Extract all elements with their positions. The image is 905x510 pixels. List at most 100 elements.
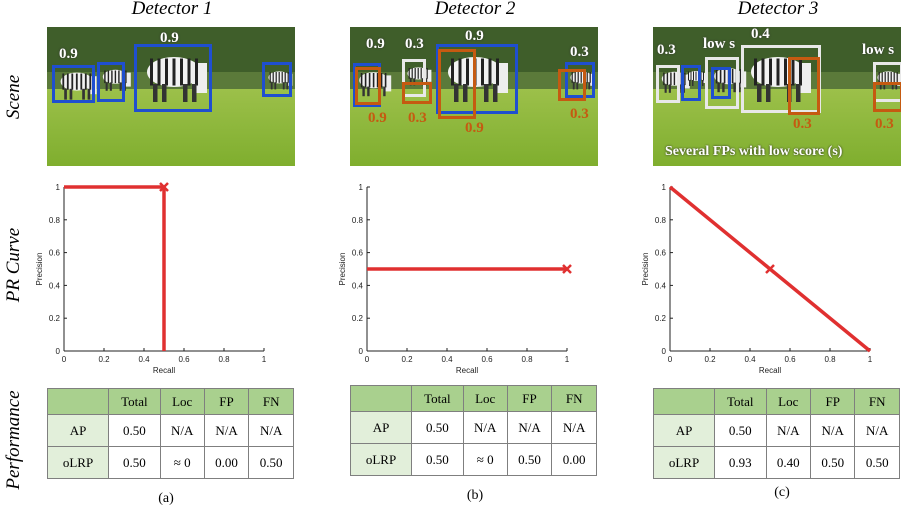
table-row: AP 0.50 N/A N/A N/A: [47, 414, 294, 447]
detection-score-label: low s: [703, 36, 736, 52]
detection-box: [97, 62, 125, 102]
table-row-header: AP: [47, 414, 109, 447]
table-cell: 0.50: [248, 446, 294, 479]
table-cell: N/A: [810, 414, 856, 447]
table-row: AP 0.50 N/A N/A N/A: [350, 411, 597, 444]
false-positive-box: [873, 82, 901, 112]
performance-table-1: Total Loc FP FN AP 0.50 N/A N/A N/A oLRP 0.50 ≈ 0 0.…: [47, 388, 294, 479]
table-cell: 0.50: [810, 446, 856, 479]
false-positive-box: [438, 49, 476, 119]
y-tick-label: 0.8: [655, 216, 667, 225]
x-tick-label: 0: [365, 355, 370, 364]
pr-curve-marker: [765, 264, 775, 274]
table-cell: 0.40: [765, 446, 812, 479]
table-header-row: Total Loc FP FN: [653, 388, 900, 415]
y-tick-label: 0.6: [352, 249, 364, 258]
x-tick-label: 0.6: [178, 355, 190, 364]
caption-c: (c): [774, 485, 790, 500]
detection-score-label: 0.9: [160, 30, 179, 46]
x-tick-label: 0.2: [704, 355, 716, 364]
table-column-header: Loc: [462, 385, 508, 412]
y-axis-label: Precision: [338, 253, 347, 286]
row-label-scene: Scene: [3, 74, 24, 120]
x-tick-label: 0.4: [744, 355, 756, 364]
y-axis-label: Precision: [641, 253, 650, 286]
detection-score-label: 0.3: [570, 44, 589, 60]
table-column-header: FP: [203, 388, 250, 415]
table-cell: N/A: [462, 411, 508, 444]
x-axis-label: Recall: [456, 366, 478, 375]
table-column-header: Total: [714, 388, 767, 415]
table-cell: 0.50: [714, 414, 767, 447]
table-column-header: Total: [411, 385, 464, 412]
x-tick-label: 0.2: [98, 355, 110, 364]
table-cell: N/A: [854, 414, 900, 447]
scene-panel-3: 0.3 low s 0.4 low s 0.3 0.3 Several FPs with l…: [653, 27, 901, 166]
y-tick-label: 0: [56, 347, 61, 356]
performance-table-3: Total Loc FP FN AP 0.50 N/A N/A N/A oLRP 0.93 0.40 0…: [653, 388, 900, 479]
detection-box: [656, 65, 680, 103]
table-corner-cell: [653, 388, 715, 415]
detection-score-label: 0.3: [793, 116, 812, 132]
x-tick-label: 0.8: [218, 355, 230, 364]
table-cell: 0.50: [854, 446, 900, 479]
detection-score-label: low s: [862, 42, 895, 58]
y-tick-label: 0.2: [49, 314, 61, 323]
pr-curve-marker: [159, 182, 169, 192]
x-tick-label: 0.6: [784, 355, 796, 364]
x-tick-label: 0: [668, 355, 673, 364]
detector-2-title: Detector 2: [434, 0, 516, 19]
table-cell: 0.50: [506, 443, 553, 476]
detection-box: [436, 44, 518, 114]
table-header-row: Total Loc FP FN: [350, 385, 597, 412]
table-cell: 0.93: [714, 446, 767, 479]
table-cell: 0.50: [108, 446, 161, 479]
table-cell: N/A: [248, 414, 294, 447]
detection-score-label: 0.3: [408, 110, 427, 126]
pr-chart-3: 0 0.2 0.4 0.6 0.8 1 0 0.2 0.4 0.6 0.8 1 Recall Precis…: [636, 180, 886, 380]
table-column-header: FN: [551, 385, 597, 412]
y-tick-label: 0.4: [352, 281, 364, 290]
detection-score-label: 0.9: [465, 120, 484, 136]
detection-score-label: 0.3: [875, 116, 894, 132]
table-column-header: Loc: [765, 388, 812, 415]
table-column-header: FP: [810, 388, 856, 415]
x-tick-label: 1: [868, 355, 873, 364]
table-row-header: AP: [653, 414, 715, 447]
table-header-row: Total Loc FP FN: [47, 388, 294, 415]
table-cell: ≈ 0: [462, 443, 508, 476]
detection-box: [134, 44, 212, 112]
false-positive-box: [558, 69, 586, 101]
x-tick-label: 0.4: [441, 355, 453, 364]
scene-note: Several FPs with low score (s): [665, 144, 843, 159]
detection-score-label: 0.9: [368, 110, 387, 126]
caption-a: (a): [158, 491, 174, 506]
row-label-performance: Performance: [3, 390, 24, 490]
x-tick-label: 0.8: [521, 355, 533, 364]
table-cell: 0.50: [411, 443, 464, 476]
y-tick-label: 1: [56, 183, 61, 192]
detection-score-label: 0.9: [465, 28, 484, 44]
performance-table-2: Total Loc FP FN AP 0.50 N/A N/A N/A oLRP 0.50 ≈ 0 0.…: [350, 385, 597, 476]
table-cell: N/A: [765, 414, 812, 447]
table-cell: N/A: [159, 414, 205, 447]
table-row-header: oLRP: [47, 446, 109, 479]
pr-chart-1: 0 0.2 0.4 0.6 0.8 1 0 0.2 0.4 0.6 0.8 1 Recall Precis…: [30, 180, 280, 380]
x-tick-label: 0.6: [481, 355, 493, 364]
y-tick-label: 0.2: [352, 314, 364, 323]
caption-b: (b): [466, 488, 484, 503]
table-corner-cell: [47, 388, 109, 415]
table-row: oLRP 0.50 ≈ 0 0.50 0.00: [350, 443, 597, 476]
table-cell: N/A: [551, 411, 597, 444]
y-tick-label: 1: [359, 183, 364, 192]
table-corner-cell: [350, 385, 412, 412]
table-column-header: Total: [108, 388, 161, 415]
y-tick-label: 0.8: [352, 216, 364, 225]
false-positive-box: [402, 82, 432, 104]
detection-box: [402, 59, 426, 97]
detector-1-title: Detector 1: [131, 0, 213, 19]
x-axis-label: Recall: [153, 366, 175, 375]
table-cell: 0.50: [411, 411, 464, 444]
detection-score-label: 0.3: [405, 36, 424, 52]
x-tick-label: 0.8: [824, 355, 836, 364]
